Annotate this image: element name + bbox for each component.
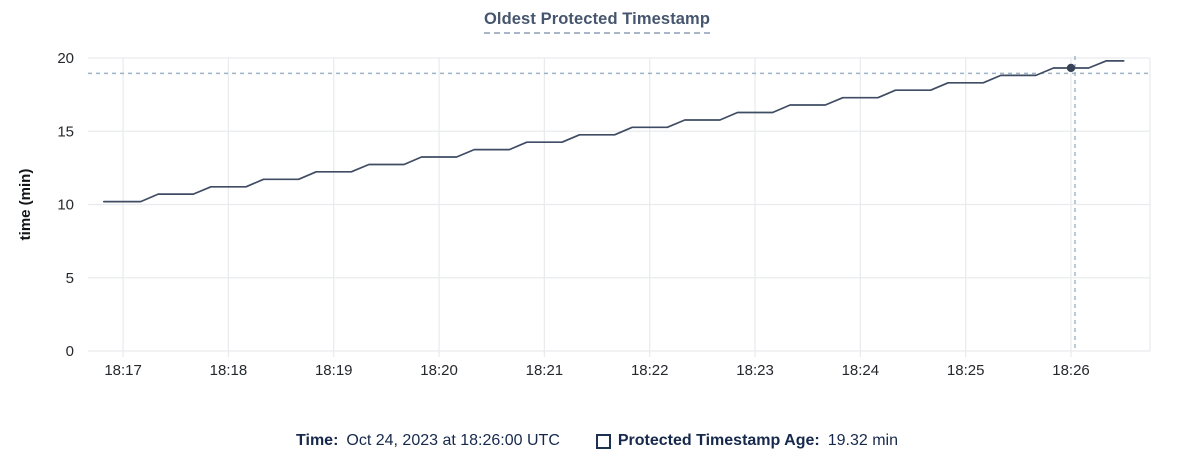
timeseries-chart[interactable]: 0 5 10 15 20 18:17 18:18 18:19 18:20 18:21 18:22 18… — [0, 0, 1194, 400]
x-tick-label: 18:23 — [736, 362, 774, 379]
x-tick-label: 18:20 — [420, 362, 458, 379]
x-tick-label: 18:22 — [631, 362, 669, 379]
hover-readout: Time: Oct 24, 2023 at 18:26:00 UTC Prote… — [0, 432, 1194, 450]
y-tick-label: 10 — [57, 197, 74, 214]
x-tick-label: 18:25 — [947, 362, 985, 379]
x-tick-label: 18:18 — [210, 362, 248, 379]
y-tick-label: 5 — [66, 270, 74, 287]
time-value: Oct 24, 2023 at 18:26:00 UTC — [346, 432, 560, 449]
series-value: 19.32 min — [827, 432, 898, 449]
x-tick-label: 18:21 — [526, 362, 564, 379]
y-axis-title: time (min) — [17, 169, 34, 241]
y-tick-label: 0 — [66, 343, 74, 360]
series-legend-swatch-icon — [595, 433, 611, 449]
y-tick-label: 15 — [57, 123, 74, 140]
time-label: Time: — [296, 432, 339, 449]
chart-title-row: Oldest Protected Timestamp — [0, 10, 1194, 34]
x-tick-label: 18:26 — [1052, 362, 1090, 379]
chart-title: Oldest Protected Timestamp — [483, 10, 711, 34]
y-tick-label: 20 — [57, 50, 74, 67]
series-line — [102, 60, 1125, 203]
series-label: Protected Timestamp Age: — [617, 432, 820, 449]
hover-dot — [1066, 63, 1076, 73]
x-tick-label: 18:19 — [315, 362, 353, 379]
x-tick-label: 18:17 — [104, 362, 142, 379]
x-tick-label: 18:24 — [842, 362, 880, 379]
